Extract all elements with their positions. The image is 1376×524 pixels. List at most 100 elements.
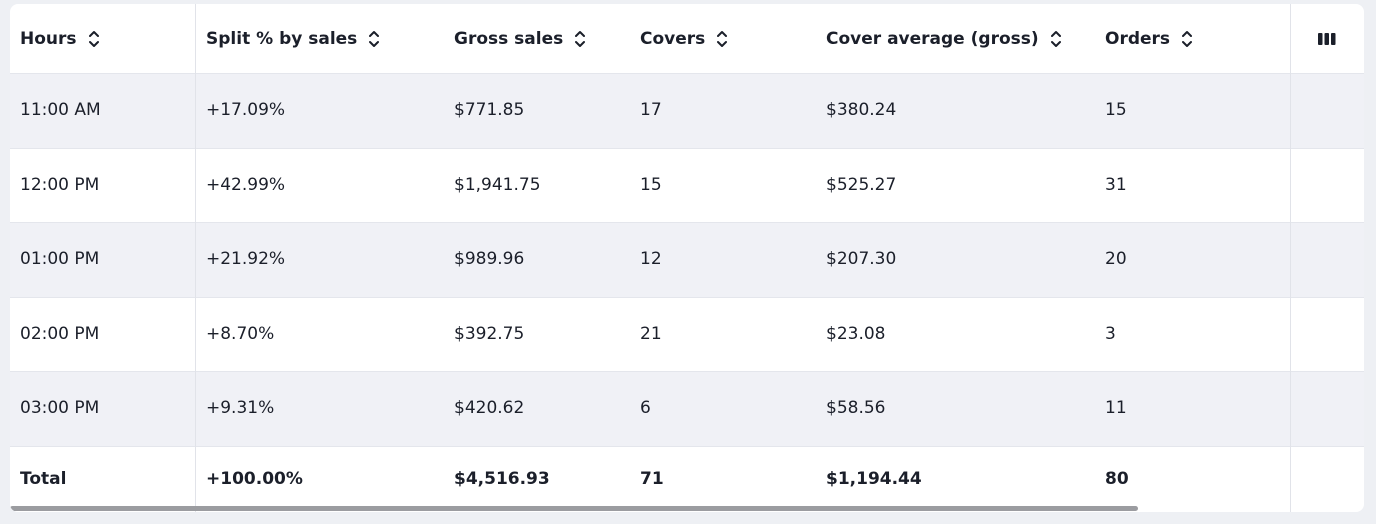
table-row: 01:00 PM +21.92% $989.96 12 $207.30 20 (10, 222, 1364, 298)
table-cell-text: 3 (1105, 323, 1116, 344)
table-cell-text: 15 (640, 174, 662, 195)
sticky-divider (195, 4, 196, 512)
table-cell-text: 02:00 PM (20, 323, 100, 344)
table-cell-text: 15 (1105, 100, 1127, 121)
table-cell: $525.27 (826, 148, 896, 223)
table-cell-text: 12:00 PM (20, 174, 100, 195)
table-row: 11:00 AM +17.09% $771.85 17 $380.24 15 (10, 73, 1364, 149)
table-cell-text: $1,941.75 (454, 174, 541, 195)
sort-button[interactable] (575, 29, 586, 49)
table-cell: 17 (640, 73, 662, 148)
table-cell-text: +21.92% (206, 249, 286, 270)
column-header: Cover average (gross) (826, 4, 1061, 73)
table-cell: 3 (1105, 297, 1116, 372)
table-cell-text: 11 (1105, 398, 1127, 419)
table-cell-text: $58.56 (826, 398, 886, 419)
table-cell: $771.85 (454, 73, 524, 148)
table-cell: 21 (640, 297, 662, 372)
table-cell-text: $392.75 (454, 323, 525, 344)
total-cell-text: +100.00% (206, 468, 303, 489)
table-cell: 01:00 PM (20, 222, 99, 297)
total-cell-text: 80 (1105, 468, 1129, 489)
sort-button[interactable] (1050, 29, 1061, 49)
column-header-text: Hours (20, 28, 77, 49)
sort-button[interactable] (369, 29, 380, 49)
column-header: Hours (20, 4, 99, 73)
sort-button[interactable] (1182, 29, 1193, 49)
table-cell: 31 (1105, 148, 1127, 223)
table-cell: 20 (1105, 222, 1127, 297)
table-cell: 6 (640, 371, 651, 446)
table-cell-text: $380.24 (826, 100, 897, 121)
total-cell: Total (20, 446, 66, 513)
table-cell-text: 03:00 PM (20, 398, 100, 419)
table-cell: $989.96 (454, 222, 524, 297)
total-cell: $4,516.93 (454, 446, 550, 513)
total-cell: 71 (640, 446, 664, 513)
table-cell-text: +9.31% (206, 398, 275, 419)
total-cell-text: Total (20, 468, 67, 489)
sort-button[interactable] (717, 29, 728, 49)
table-cell-text: 6 (640, 398, 651, 419)
table-cell: $420.62 (454, 371, 524, 446)
column-header: Gross sales (454, 4, 586, 73)
table-cell: $207.30 (826, 222, 896, 297)
horizontal-scrollbar[interactable] (10, 506, 1138, 511)
total-cell-text: 71 (640, 468, 664, 489)
column-header-text: Covers (640, 28, 706, 49)
table-cell: +42.99% (206, 148, 285, 223)
table-cell-text: +42.99% (206, 174, 286, 195)
table-cell: +21.92% (206, 222, 285, 297)
table-row: 02:00 PM +8.70% $392.75 21 $23.08 3 (10, 297, 1364, 372)
total-cell: +100.00% (206, 446, 303, 513)
table-cell-text: $771.85 (454, 100, 525, 121)
table-cell: $380.24 (826, 73, 896, 148)
column-header: Split % by sales (206, 4, 380, 73)
table-cell-text: +8.70% (206, 323, 275, 344)
table-cell-text: $989.96 (454, 249, 525, 270)
column-header-text: Gross sales (454, 28, 564, 49)
table-cell: 12:00 PM (20, 148, 99, 223)
table-cell-text: $207.30 (826, 249, 897, 270)
table-cell-text: 01:00 PM (20, 249, 100, 270)
table-row: 12:00 PM +42.99% $1,941.75 15 $525.27 31 (10, 148, 1364, 223)
table-cell-text: 21 (640, 323, 662, 344)
table-cell: 02:00 PM (20, 297, 99, 372)
table-cell: $58.56 (826, 371, 885, 446)
column-settings-button[interactable] (1318, 32, 1336, 46)
table-cell: +17.09% (206, 73, 285, 148)
settings-divider (1290, 4, 1291, 512)
table-cell: +9.31% (206, 371, 274, 446)
table-cell-text: 17 (640, 100, 662, 121)
table-cell: 11:00 AM (20, 73, 101, 148)
table-cell: $23.08 (826, 297, 885, 372)
table-cell-text: 12 (640, 249, 662, 270)
header-row: Hours Split % by sales Gross sales Covers Co… (10, 4, 1364, 74)
data-table: Total +100.00% $4,516.93 71 $1,194.44 80 03:00… (10, 4, 1364, 512)
table-cell: 11 (1105, 371, 1127, 446)
table-cell-text: $525.27 (826, 174, 897, 195)
table-cell: 03:00 PM (20, 371, 99, 446)
column-header: Covers (640, 4, 728, 73)
table-cell: +8.70% (206, 297, 274, 372)
table-cell-text: 31 (1105, 174, 1127, 195)
table-cell-text: 20 (1105, 249, 1127, 270)
column-header: Orders (1105, 4, 1193, 73)
total-cell: 80 (1105, 446, 1129, 513)
table-cell-text: 11:00 AM (20, 100, 101, 121)
table-cell: 12 (640, 222, 662, 297)
table-cell: 15 (1105, 73, 1127, 148)
total-cell: $1,194.44 (826, 446, 922, 513)
column-header-text: Orders (1105, 28, 1171, 49)
table-cell-text: $23.08 (826, 323, 886, 344)
column-header-text: Split % by sales (206, 28, 358, 49)
column-header-text: Cover average (gross) (826, 28, 1039, 49)
total-cell-text: $4,516.93 (454, 468, 550, 489)
table-cell-text: +17.09% (206, 100, 286, 121)
total-cell-text: $1,194.44 (826, 468, 922, 489)
table-cell: $392.75 (454, 297, 524, 372)
sort-button[interactable] (88, 29, 99, 49)
table-cell: 15 (640, 148, 662, 223)
table-row: 03:00 PM +9.31% $420.62 6 $58.56 11 (10, 371, 1364, 447)
total-row: Total +100.00% $4,516.93 71 $1,194.44 80 (10, 446, 1364, 513)
